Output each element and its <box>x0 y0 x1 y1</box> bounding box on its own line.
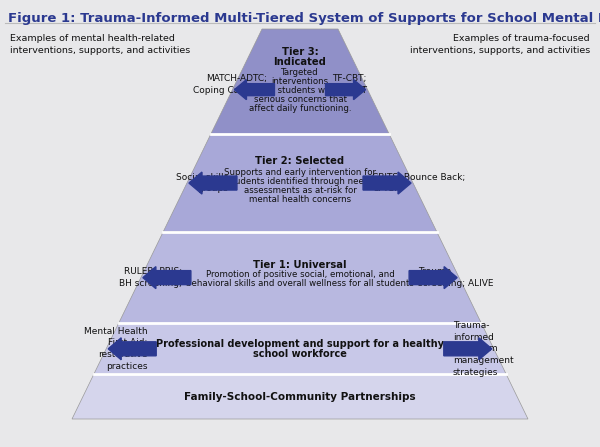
Text: Tier 3:: Tier 3: <box>281 46 319 57</box>
Text: affect daily functioning.: affect daily functioning. <box>249 104 351 113</box>
Text: Examples of trauma-focused
interventions, supports, and activities: Examples of trauma-focused interventions… <box>410 34 590 55</box>
Text: serious concerns that: serious concerns that <box>254 95 347 104</box>
Text: Trauma
screening; ALIVE: Trauma screening; ALIVE <box>418 267 494 288</box>
Text: MATCH-ADTC;
Coping Cat; DBT: MATCH-ADTC; Coping Cat; DBT <box>193 74 268 95</box>
Text: Examples of mental health-related
interventions, supports, and activities: Examples of mental health-related interv… <box>10 34 190 55</box>
Text: RULER; PBIS;
BH screening;: RULER; PBIS; BH screening; <box>119 267 182 288</box>
Polygon shape <box>163 134 437 232</box>
Text: school workforce: school workforce <box>253 349 347 359</box>
Text: CBITS; Bounce Back;
CFTSI: CBITS; Bounce Back; CFTSI <box>372 173 466 194</box>
Polygon shape <box>444 338 492 360</box>
Polygon shape <box>211 29 389 134</box>
Text: mental health concerns: mental health concerns <box>249 194 351 203</box>
Polygon shape <box>119 232 481 324</box>
Polygon shape <box>94 324 506 374</box>
Text: Family-School-Community Partnerships: Family-School-Community Partnerships <box>184 392 416 401</box>
Text: Promotion of positive social, emotional, and: Promotion of positive social, emotional,… <box>206 270 394 279</box>
Text: Supports and early intervention for: Supports and early intervention for <box>224 168 376 177</box>
Text: assessments as at-risk for: assessments as at-risk for <box>244 186 356 194</box>
Text: Tier 1: Universal: Tier 1: Universal <box>253 260 347 270</box>
Polygon shape <box>72 374 528 419</box>
Polygon shape <box>363 172 411 194</box>
Text: Mental Health
First Aid;
restorative
practices: Mental Health First Aid; restorative pra… <box>83 327 147 371</box>
Polygon shape <box>108 338 156 360</box>
Text: Tier 2: Selected: Tier 2: Selected <box>256 156 344 166</box>
Text: Figure 1: Trauma-Informed Multi-Tiered System of Supports for School Mental Heal: Figure 1: Trauma-Informed Multi-Tiered S… <box>8 12 600 25</box>
Text: Social skills
groups: Social skills groups <box>176 173 228 194</box>
Text: students identified through needs: students identified through needs <box>227 177 373 186</box>
Polygon shape <box>326 80 365 100</box>
Text: Professional development and support for a healthy: Professional development and support for… <box>156 339 444 349</box>
Text: for students with: for students with <box>263 86 337 95</box>
Text: interventions: interventions <box>271 77 329 86</box>
Text: Trauma-
informed
classroom
management
strategies: Trauma- informed classroom management st… <box>453 320 514 377</box>
Text: behavioral skills and overall wellness for all students: behavioral skills and overall wellness f… <box>186 279 414 288</box>
Polygon shape <box>143 266 191 289</box>
Text: Indicated: Indicated <box>274 57 326 67</box>
Polygon shape <box>189 172 237 194</box>
Polygon shape <box>409 266 457 289</box>
Text: Targeted: Targeted <box>281 68 319 77</box>
Polygon shape <box>235 80 274 100</box>
Text: TF-CBT;
TARGET: TF-CBT; TARGET <box>332 74 368 95</box>
